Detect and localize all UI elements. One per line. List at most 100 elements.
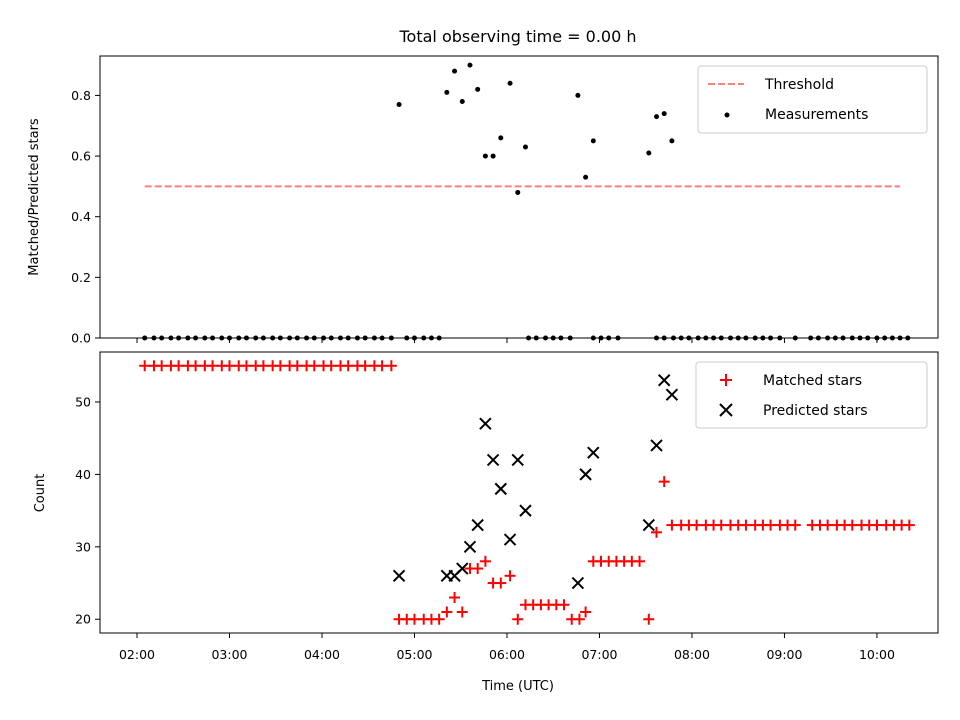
chart-title: Total observing time = 0.00 h	[398, 27, 636, 46]
bottom-y-tick-label: 50	[75, 394, 91, 409]
matched-star-point	[291, 360, 303, 372]
matched-star-point	[433, 613, 445, 625]
matched-star-point	[666, 519, 678, 531]
matched-star-point	[173, 360, 185, 372]
predicted-star-point	[658, 374, 671, 387]
predicted-star-point	[479, 417, 492, 430]
matched-star-point	[472, 563, 484, 575]
measurement-point	[459, 98, 465, 104]
matched-star-point	[274, 360, 286, 372]
matched-star-point	[651, 526, 663, 538]
legend-matched-swatch	[720, 374, 732, 386]
predicted-star-point	[494, 482, 508, 496]
matched-star-point	[408, 613, 420, 625]
predicted-star-point	[650, 439, 663, 452]
matched-star-point	[765, 519, 777, 531]
measurement-point	[575, 92, 581, 98]
matched-star-point	[658, 476, 670, 488]
x-axis-label: Time (UTC)	[481, 679, 554, 694]
measurement-point	[661, 111, 667, 117]
matched-star-point	[376, 360, 388, 372]
matched-star-point	[257, 360, 269, 372]
legend-measurements-swatch	[724, 112, 730, 118]
matched-star-point	[871, 519, 883, 531]
matched-star-point	[449, 592, 461, 604]
legend-predicted-label: Predicted stars	[763, 403, 868, 419]
matched-star-point	[308, 360, 320, 372]
matched-star-point	[643, 613, 655, 625]
legend-threshold-label: Threshold	[764, 77, 834, 93]
x-tick-label: 02:00	[119, 647, 155, 662]
matched-star-point	[740, 519, 752, 531]
measurement-point	[590, 138, 596, 144]
top-y-axis-ticks: 0.0 0.2 0.4 0.6 0.8	[71, 88, 100, 346]
legend-matched-label: Matched stars	[763, 373, 862, 389]
matched-star-point	[573, 613, 585, 625]
predicted-star-point	[471, 518, 484, 532]
matched-star-point	[691, 519, 703, 531]
matched-star-point	[441, 606, 453, 618]
matched-star-point	[456, 606, 468, 618]
matched-star-point	[512, 613, 524, 625]
bottom-legend: Matched stars Predicted stars	[695, 361, 928, 429]
top-plot-frame	[99, 55, 939, 339]
matched-star-point	[903, 519, 915, 531]
matched-star-point	[558, 599, 570, 611]
x-tick-label: 09:00	[766, 647, 802, 662]
predicted-star-point	[456, 562, 469, 575]
matched-stars-series	[139, 360, 915, 625]
top-y-tick-label: 0.6	[71, 149, 91, 164]
top-legend: Threshold Measurements	[697, 65, 928, 134]
predicted-star-point	[486, 453, 500, 467]
predicted-star-point	[587, 446, 600, 459]
measurement-point	[515, 189, 521, 195]
matched-star-point	[495, 577, 507, 589]
matched-star-point	[190, 360, 202, 372]
top-legend-box	[697, 65, 928, 134]
measurement-point	[522, 144, 528, 150]
top-y-tick-label: 0.4	[71, 209, 91, 224]
measurement-point	[475, 86, 481, 92]
top-y-axis-label: Matched/Predicted stars	[27, 118, 42, 276]
bottom-plot-frame	[99, 351, 939, 634]
x-tick-label: 03:00	[211, 647, 247, 662]
bottom-legend-box	[695, 361, 928, 429]
x-tick-label: 10:00	[859, 647, 895, 662]
predicted-stars-series	[392, 374, 679, 590]
top-y-tick-label: 0.2	[71, 270, 91, 285]
measurement-point	[396, 102, 402, 108]
matched-star-point	[240, 360, 252, 372]
measurement-point	[467, 62, 473, 68]
matched-star-point	[846, 519, 858, 531]
top-y-tick-label: 0.0	[71, 331, 91, 346]
matched-star-point	[822, 519, 834, 531]
measurement-point	[444, 89, 450, 95]
measurement-point	[498, 135, 504, 141]
top-panel: 0.00.20.40.60.8 Matched/Predicted stars …	[27, 55, 939, 346]
matched-star-point	[359, 360, 371, 372]
x-tick-label: 05:00	[396, 647, 432, 662]
bottom-x-axis-ticks: 02:00 03:00 04:00 05:00 06:00 07:00 08:00 09:00…	[119, 633, 895, 662]
bottom-y-tick-label: 40	[75, 467, 91, 482]
predicted-star-point	[503, 533, 517, 546]
matched-star-point	[207, 360, 219, 372]
predicted-star-point	[392, 569, 406, 582]
predicted-star-point	[579, 468, 592, 481]
predicted-star-point	[463, 540, 477, 554]
x-tick-label: 04:00	[304, 647, 340, 662]
matched-star-point	[342, 360, 354, 372]
matched-star-point	[223, 360, 235, 372]
measurement-point	[583, 174, 589, 180]
x-tick-label: 06:00	[489, 647, 525, 662]
matched-star-point	[139, 360, 151, 372]
measurement-point	[669, 138, 675, 144]
matched-star-point	[580, 606, 592, 618]
bottom-y-tick-label: 30	[75, 539, 91, 554]
measurement-point	[482, 153, 488, 159]
matched-star-point	[715, 519, 727, 531]
matched-star-point	[325, 360, 337, 372]
predicted-star-point	[511, 453, 524, 467]
measurement-point	[507, 80, 513, 86]
